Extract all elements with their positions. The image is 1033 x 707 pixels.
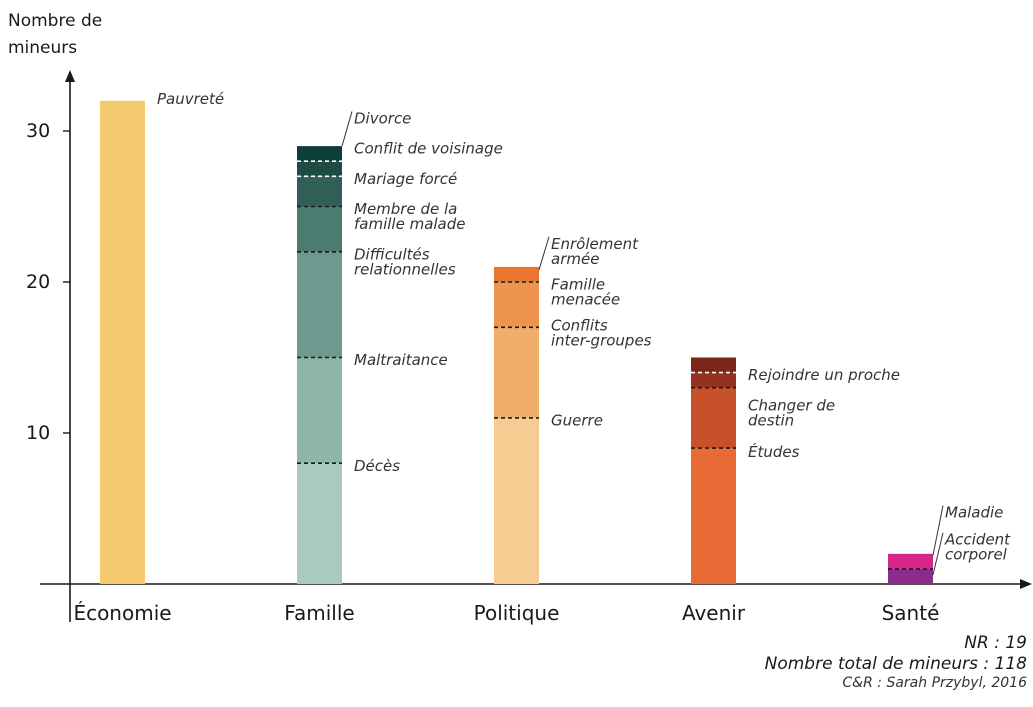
bar-segment-1-6 xyxy=(297,146,342,162)
segment-label-line: Famille xyxy=(551,276,605,294)
bar-segment-2-0 xyxy=(494,417,539,584)
segment-leader-15 xyxy=(932,505,944,556)
category-label-3: Avenir xyxy=(682,601,746,625)
bar-segment-1-0 xyxy=(297,463,342,584)
category-label-1: Famille xyxy=(284,601,354,625)
segment-label-line: Conflits xyxy=(551,316,608,334)
segment-label-line: Membre de la xyxy=(354,200,457,218)
chart-notes: NR : 19 Nombre total de mineurs : 118 C&… xyxy=(765,633,1027,692)
segment-label-11: Guerre xyxy=(551,411,603,429)
nr-note: NR : 19 xyxy=(964,633,1027,653)
segment-label-16: Accident corporel xyxy=(944,531,1011,564)
segment-label-line: inter-groupes xyxy=(551,331,652,349)
segment-label-13: Changer de destin xyxy=(748,396,835,429)
bar-segment-4-0 xyxy=(888,568,933,584)
segment-label-8: Enrôlement armée xyxy=(551,235,639,268)
bar-segment-4-1 xyxy=(888,553,933,569)
y-axis-title-line-2: mineurs xyxy=(8,38,78,58)
segment-label-line: Guerre xyxy=(551,411,603,429)
segment-label-10: Conflits inter-groupes xyxy=(551,316,652,349)
segment-label-14: Études xyxy=(748,442,800,461)
segment-label-line: Maladie xyxy=(945,504,1003,522)
bar-segment-1-2 xyxy=(297,251,342,358)
segment-label-5: Difficultés relationnelles xyxy=(354,245,456,278)
segment-leader-8 xyxy=(538,236,550,271)
segment-label-3: Mariage forcé xyxy=(354,170,457,188)
total-note: Nombre total de mineurs : 118 xyxy=(764,654,1027,674)
segment-label-line: armée xyxy=(551,250,599,268)
segment-label-line: corporel xyxy=(945,546,1008,564)
x-axis-arrow xyxy=(1020,579,1032,589)
segment-label-2: Conflit de voisinage xyxy=(354,140,503,158)
bar-segment-2-2 xyxy=(494,282,539,328)
segment-label-1: Divorce xyxy=(354,109,411,127)
y-axis-title: Nombre de mineurs xyxy=(8,8,102,62)
segment-label-line: destin xyxy=(748,411,794,429)
bar-segment-3-0 xyxy=(691,448,736,584)
segment-label-0: Pauvreté xyxy=(157,90,224,108)
segment-label-line: Décès xyxy=(354,457,400,475)
segment-label-line: Rejoindre un proche xyxy=(748,366,900,384)
segment-label-line: Divorce xyxy=(354,109,411,127)
bar-segment-1-4 xyxy=(297,176,342,207)
category-label-4: Santé xyxy=(882,601,940,625)
y-tick-label-20: 20 xyxy=(26,271,50,293)
segment-label-15: Maladie xyxy=(945,504,1003,522)
segment-label-line: Accident xyxy=(944,531,1011,549)
y-tick-label-10: 10 xyxy=(26,422,50,444)
segment-label-line: Conflit de voisinage xyxy=(354,140,503,158)
credit-note: C&R : Sarah Przybyl, 2016 xyxy=(842,675,1027,691)
bar-segment-0-0 xyxy=(100,100,145,585)
bar-segment-3-3 xyxy=(691,357,736,373)
segment-label-line: Maltraitance xyxy=(354,351,448,369)
segment-leader-16 xyxy=(932,532,944,576)
category-label-2: Politique xyxy=(474,601,560,625)
category-label-0: Économie xyxy=(73,601,171,625)
segment-label-6: Maltraitance xyxy=(354,351,448,369)
segment-label-7: Décès xyxy=(354,457,400,475)
segment-label-line: Pauvreté xyxy=(157,90,224,108)
bar-segment-1-1 xyxy=(297,357,342,464)
segment-label-line: Enrôlement xyxy=(551,235,639,253)
bar-segment-3-2 xyxy=(691,372,736,388)
segment-label-line: relationnelles xyxy=(354,260,456,278)
segment-label-line: Études xyxy=(748,442,800,461)
bar-segment-2-3 xyxy=(494,266,539,282)
segment-label-9: Famille menacée xyxy=(551,276,620,309)
bar-segment-1-3 xyxy=(297,206,342,252)
y-tick-label-30: 30 xyxy=(26,120,50,142)
bar-segment-1-5 xyxy=(297,161,342,177)
segment-leader-1 xyxy=(341,111,353,147)
segment-label-line: menacée xyxy=(551,291,620,309)
segment-label-4: Membre de la famille malade xyxy=(354,200,466,233)
y-axis-title-line-1: Nombre de xyxy=(8,11,103,31)
y-axis-arrow xyxy=(65,70,75,82)
bar-segment-3-1 xyxy=(691,387,736,449)
bar-segment-2-1 xyxy=(494,327,539,418)
segment-label-line: Difficultés xyxy=(354,245,430,263)
segment-label-line: Mariage forcé xyxy=(354,170,457,188)
segment-label-line: famille malade xyxy=(354,215,466,233)
segment-label-line: Changer de xyxy=(748,396,835,414)
segment-label-12: Rejoindre un proche xyxy=(748,366,900,384)
